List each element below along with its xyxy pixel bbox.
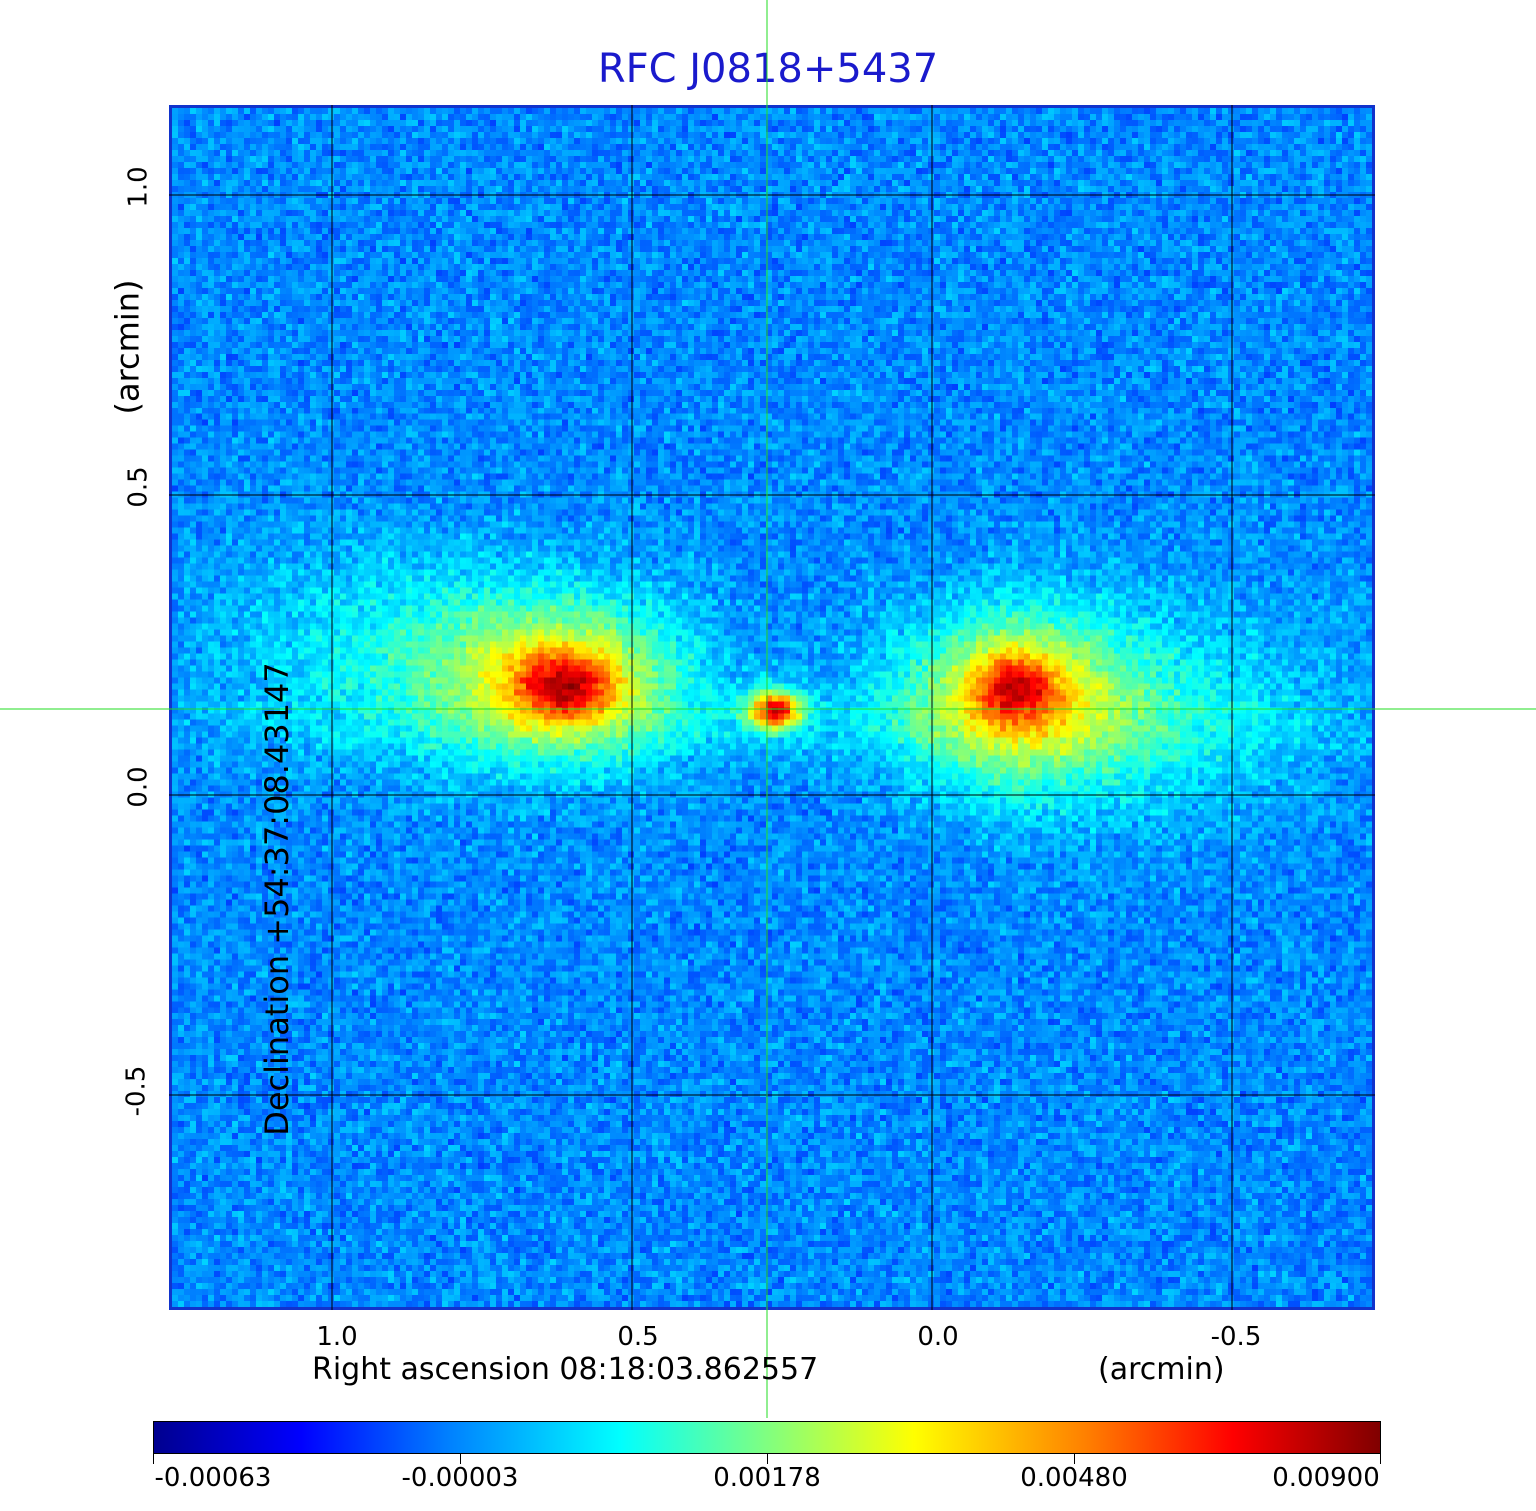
- x-axis-label: Right ascension 08:18:03.862557: [312, 1352, 819, 1387]
- y-axis-label: Declination +54:37:08.43147: [257, 662, 296, 1136]
- colorbar-tick: [767, 1454, 768, 1464]
- x-axis-unit: (arcmin): [1098, 1352, 1225, 1387]
- colorbar-label: -0.00063: [154, 1463, 272, 1493]
- x-tick-label: -0.5: [1210, 1322, 1262, 1352]
- x-tick-label: 1.0: [316, 1322, 358, 1352]
- radio-map-frame: [169, 105, 1375, 1310]
- image-title: RFC J0818+5437: [597, 46, 939, 92]
- colorbar-label: 0.00900: [1272, 1463, 1380, 1493]
- y-axis-unit: (arcmin): [108, 279, 147, 415]
- colorbar-label: -0.00003: [401, 1463, 519, 1493]
- colorbar-tick: [153, 1454, 154, 1464]
- colorbar-tick: [1380, 1454, 1381, 1464]
- colorbar-label: 0.00480: [1020, 1463, 1128, 1493]
- x-tick-label: 0.5: [617, 1322, 659, 1352]
- y-tick-label: 0.0: [123, 766, 154, 808]
- radio-intensity-map: [172, 108, 1372, 1307]
- y-tick-label: -0.5: [121, 1065, 152, 1117]
- colorbar-tick: [1074, 1454, 1075, 1464]
- colorbar: [153, 1421, 1381, 1454]
- y-tick-label: 1.0: [123, 166, 154, 208]
- y-tick-label: 0.5: [123, 466, 154, 508]
- x-tick-label: 0.0: [917, 1322, 959, 1352]
- colorbar-label: 0.00178: [713, 1463, 821, 1493]
- colorbar-tick: [460, 1454, 461, 1464]
